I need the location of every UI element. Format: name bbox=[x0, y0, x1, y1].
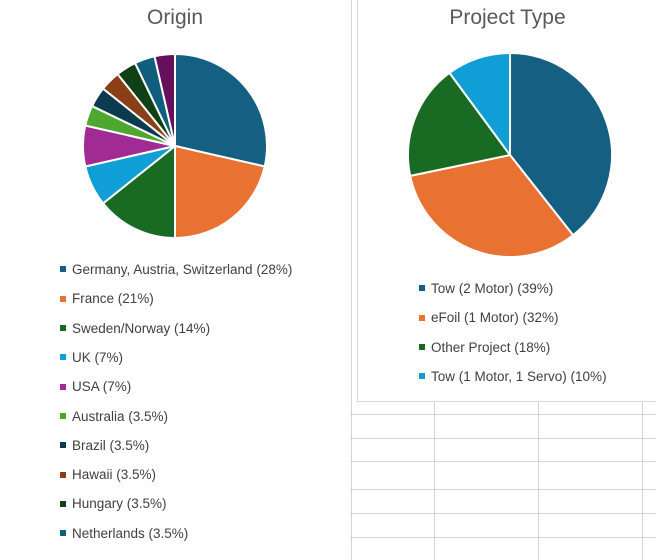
legend-swatch bbox=[60, 530, 66, 537]
legend-label: Tow (1 Motor, 1 Servo) (10%) bbox=[431, 368, 607, 384]
pie-slice-other-project[interactable] bbox=[407, 71, 511, 177]
legend-item-efoil[interactable]: eFoil (1 Motor) (32%) bbox=[419, 310, 559, 326]
pie-slice-sweden-norway[interactable] bbox=[102, 145, 176, 239]
legend-label: UK (7%) bbox=[72, 349, 124, 365]
legend-label: France (21%) bbox=[72, 291, 154, 307]
legend-swatch bbox=[60, 383, 66, 390]
legend-swatch bbox=[60, 412, 66, 419]
legend-label: Sweden/Norway (14%) bbox=[72, 320, 211, 336]
legend-item-uk[interactable]: UK (7%) bbox=[60, 350, 123, 366]
legend-label: Netherlands (3.5%) bbox=[72, 525, 189, 541]
legend-swatch bbox=[60, 295, 66, 302]
legend-swatch bbox=[419, 285, 425, 292]
legend-item-tow[interactable]: Tow (1 Motor, 1 Servo) (10%) bbox=[419, 369, 607, 385]
legend-item-netherlands[interactable]: Netherlands (3.5%) bbox=[60, 526, 188, 542]
legend-swatch bbox=[419, 344, 425, 351]
legend-swatch bbox=[60, 325, 66, 332]
legend-swatch bbox=[60, 266, 66, 273]
legend-swatch bbox=[60, 354, 66, 361]
legend-item-tow[interactable]: Tow (2 Motor) (39%) bbox=[419, 281, 553, 297]
legend-swatch bbox=[419, 373, 425, 380]
legend-label: Tow (2 Motor) (39%) bbox=[431, 281, 554, 296]
pie-slice-efoil[interactable] bbox=[409, 154, 575, 258]
spreadsheet-grid bbox=[350, 0, 656, 560]
chart-title: Project Type bbox=[449, 6, 566, 29]
legend-label: eFoil (1 Motor) (32%) bbox=[431, 310, 559, 326]
origin-chart[interactable]: Origin Germany, Austria, Switzerland (28… bbox=[0, 0, 350, 560]
legend-label: Hawaii (3.5%) bbox=[72, 467, 157, 483]
pie-slice-slice-10[interactable] bbox=[153, 53, 176, 147]
legend-item-hungary[interactable]: Hungary (3.5%) bbox=[60, 496, 167, 512]
origin-pie bbox=[82, 53, 268, 239]
legend-label: Australia (3.5%) bbox=[72, 408, 169, 424]
pie-slice-germany-austria-switzerland[interactable] bbox=[174, 53, 268, 168]
legend-item-other-project[interactable]: Other Project (18%) bbox=[419, 340, 550, 356]
project-type-pie bbox=[407, 52, 613, 258]
chart-title: Origin bbox=[146, 6, 204, 29]
legend-item-brazil[interactable]: Brazil (3.5%) bbox=[60, 438, 149, 454]
legend-swatch bbox=[60, 500, 66, 507]
legend-item-hawaii[interactable]: Hawaii (3.5%) bbox=[60, 467, 156, 483]
legend-swatch bbox=[419, 314, 425, 321]
legend-label: Hungary (3.5%) bbox=[72, 496, 167, 512]
legend-item-germany-austria-switzerland[interactable]: Germany, Austria, Switzerland (28%) bbox=[60, 262, 292, 278]
legend-label: Brazil (3.5%) bbox=[72, 437, 150, 453]
pie-slice-tow[interactable] bbox=[448, 52, 511, 156]
legend-item-australia[interactable]: Australia (3.5%) bbox=[60, 409, 168, 425]
legend-label: Germany, Austria, Switzerland (28%) bbox=[72, 262, 293, 277]
legend-label: Other Project (18%) bbox=[431, 339, 551, 355]
pie-slice-france[interactable] bbox=[174, 145, 266, 239]
legend-item-france[interactable]: France (21%) bbox=[60, 291, 154, 307]
legend-swatch bbox=[60, 442, 66, 449]
project-type-chart[interactable]: Project Type Tow (2 Motor) (39%) eFoil (1… bbox=[357, 0, 656, 402]
legend-swatch bbox=[60, 471, 66, 478]
legend-label: USA (7%) bbox=[72, 379, 132, 395]
pie-slice-tow[interactable] bbox=[509, 52, 613, 237]
legend-item-usa[interactable]: USA (7%) bbox=[60, 379, 131, 395]
legend-item-sweden-norway[interactable]: Sweden/Norway (14%) bbox=[60, 321, 210, 337]
